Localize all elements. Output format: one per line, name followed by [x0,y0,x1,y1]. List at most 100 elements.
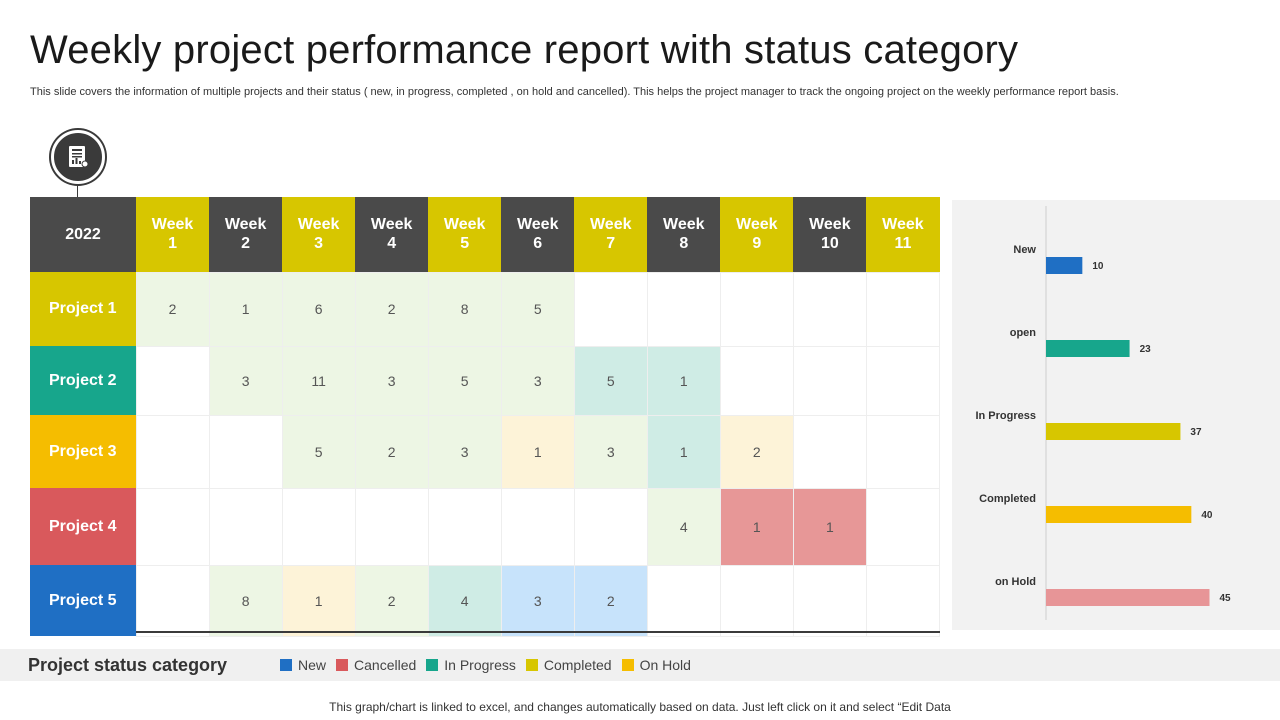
legend-items: New Cancelled In Progress Completed On Hold [280,657,701,673]
table-cell: 11 [281,345,356,416]
table-cell: 2 [354,564,429,637]
bar-category-label: on Hold [995,576,1036,588]
table-cell [135,345,210,416]
week-header: Week 10 [793,197,867,272]
project-label: Project 2 [30,346,137,415]
table-cell [865,414,941,489]
table-cell: 2 [719,414,794,489]
table-cell [208,487,283,566]
year-header: 2022 [30,197,137,272]
table-cell: 1 [281,564,356,637]
project-label: Project 1 [30,272,137,346]
table-cell [573,271,648,347]
table-cell: 5 [427,345,502,416]
legend-label: On Hold [639,657,691,673]
week-header: Week 9 [720,197,794,272]
legend-item: Completed [525,657,612,673]
table-cell [354,487,429,566]
bar-category-label: In Progress [975,410,1036,422]
table-cell: 1 [646,414,721,489]
table-cell: 6 [281,271,356,347]
table-cell [646,271,721,347]
table-cell: 4 [646,487,721,566]
table-cell: 2 [354,271,429,347]
table-cell [792,271,867,347]
week-header: Week 2 [209,197,283,272]
bar [1046,257,1083,274]
bar-value-label: 45 [1220,593,1232,604]
bar-value-label: 37 [1190,427,1202,438]
table-cell [208,414,283,489]
weekly-status-table: 2022 Week 1 Week 2 Week 3 Week 4 Week 5 Week … [30,197,941,637]
bar [1046,340,1130,357]
table-cell: 2 [573,564,648,637]
table-cell [281,487,356,566]
table-cell: 2 [135,271,210,347]
week-header: Week 1 [136,197,210,272]
project-label: Project 4 [30,488,137,565]
legend-item: New [280,657,326,673]
legend-band: Project status category New Cancelled In P… [0,649,1280,681]
legend-swatch [426,659,439,671]
legend-label: Cancelled [354,657,417,673]
week-header: Week 8 [647,197,721,272]
table-cell: 3 [354,345,429,416]
table-cell: 3 [573,414,648,489]
legend-swatch [336,659,349,671]
week-header: Week 6 [501,197,575,272]
bar [1046,506,1192,523]
bar [1046,423,1181,440]
bar-category-label: Completed [979,493,1036,505]
page-title: Weekly project performance report with s… [30,28,1019,72]
table-cell [135,487,210,566]
project-label: Project 5 [30,565,137,636]
table-cell: 1 [500,414,575,489]
status-bar-chart: New 10 open 23 In Progress 37 Completed 40 on Ho… [952,200,1280,630]
status-bar-chart-svg: New 10 open 23 In Progress 37 Completed 40 on Ho… [975,206,1232,620]
table-cell [427,487,502,566]
table-cell [719,271,794,347]
table-cell: 3 [500,564,575,637]
legend-item: Cancelled [336,657,416,673]
report-document-icon [51,130,105,184]
table-row: Project 2 3 11 3 5 3 5 1 [30,345,941,416]
table-cell [646,564,721,637]
table-cell [573,487,648,566]
week-header: Week 3 [282,197,356,272]
bar-value-label: 23 [1140,344,1152,355]
table-cell [792,414,867,489]
week-header: Week 7 [574,197,648,272]
bar-value-label: 10 [1092,261,1104,272]
table-cell [719,564,794,637]
table-bottom-rule [136,631,940,633]
table-cell: 1 [719,487,794,566]
table-cell: 8 [208,564,283,637]
table-cell [500,487,575,566]
legend-title: Project status category [28,655,228,675]
table-cell [719,345,794,416]
page-subtitle: This slide covers the information of mul… [30,86,1119,98]
legend-label: In Progress [444,657,516,673]
bar-value-label: 40 [1201,510,1213,521]
footer-note: This graph/chart is linked to excel, and… [329,700,951,714]
bar-category-label: open [1010,327,1037,339]
table-cell [135,564,210,637]
legend-swatch [280,659,292,671]
table-cell: 5 [500,271,575,347]
legend-swatch [621,659,634,671]
table-cell: 8 [427,271,502,347]
table-cell: 5 [281,414,356,489]
table-cell: 5 [573,345,648,416]
table-cell [792,564,867,637]
legend-swatch [525,659,538,671]
table-cell [135,414,210,489]
table-cell [865,564,941,637]
legend-label: Completed [543,657,612,673]
legend-item: On Hold [621,657,691,673]
table-cell [792,345,867,416]
table-cell [865,271,941,347]
table-cell: 3 [427,414,502,489]
